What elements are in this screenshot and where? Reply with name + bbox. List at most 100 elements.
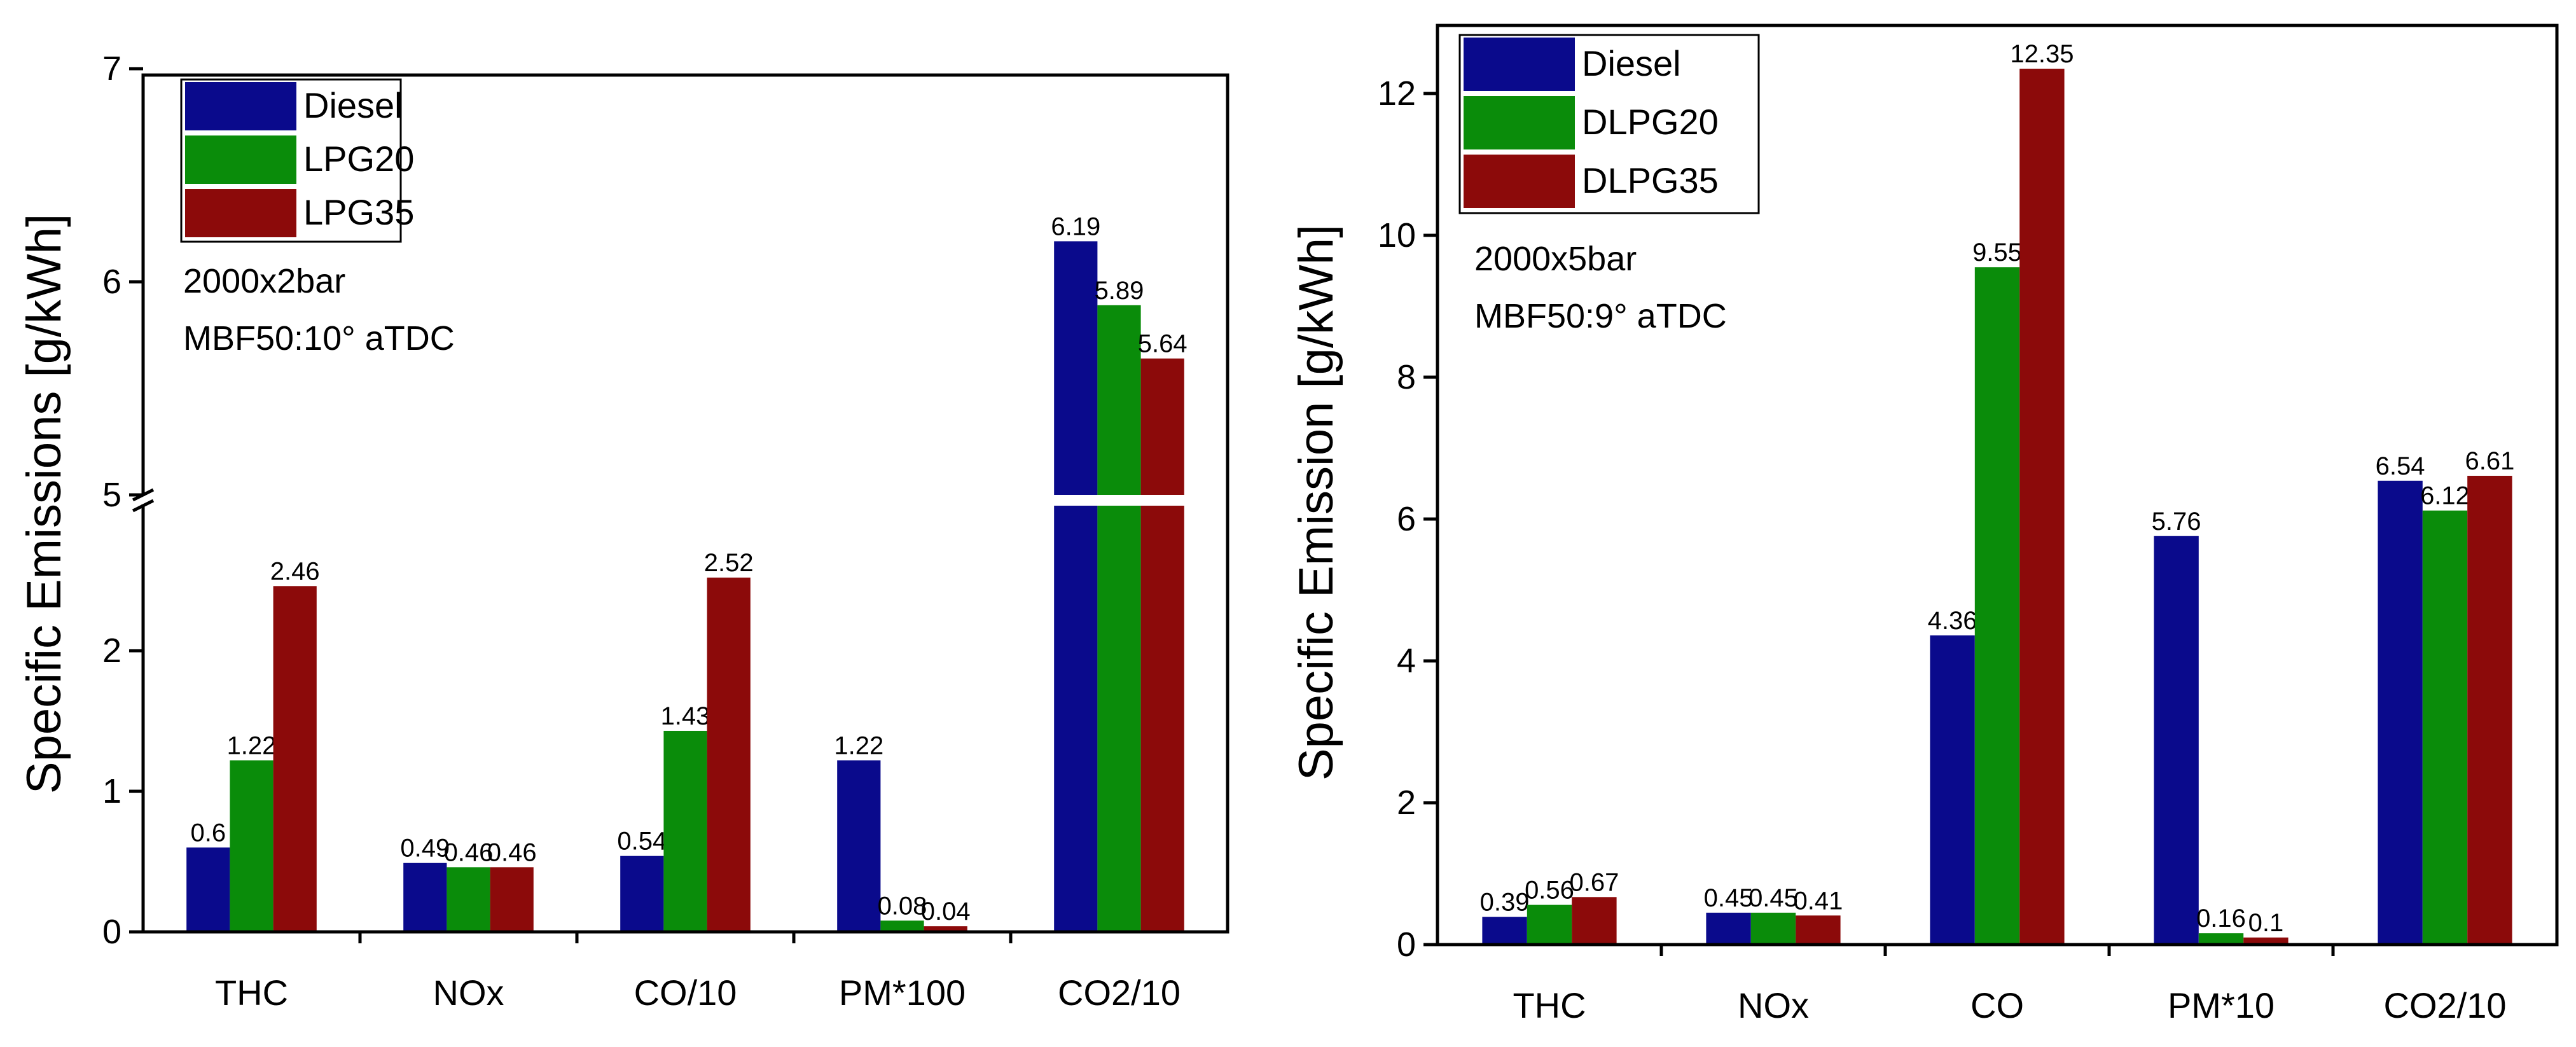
y-tick-label: 7 [102, 50, 121, 88]
plot-frame [1436, 24, 2559, 946]
data-label: 5.76 [2152, 508, 2201, 536]
y-tick-label: 10 [1378, 216, 1416, 254]
bar-dlpg20-pm10 [2198, 933, 2244, 945]
data-label: 2.52 [704, 549, 754, 577]
legend-swatch-diesel [1464, 38, 1575, 91]
bar-lpg35-thc [273, 586, 317, 932]
bar-dlpg35-co [2019, 68, 2065, 945]
y-tick-label: 2 [1397, 784, 1416, 822]
x-tick-label: THC [1513, 985, 1586, 1025]
legend-swatch-diesel [185, 82, 296, 130]
data-label: 1.43 [661, 702, 710, 730]
legend-swatch-lpg35 [185, 189, 296, 237]
y-tick-label: 0 [102, 913, 121, 951]
x-tick-label: THC [215, 973, 288, 1013]
legend-label-dlpg35: DLPG35 [1582, 160, 1719, 200]
axis-break-mark [132, 499, 155, 513]
data-label: 1.22 [834, 732, 883, 759]
x-tick-label: NOx [1738, 985, 1809, 1025]
data-label: 0.67 [1569, 868, 1619, 896]
data-label: 0.16 [2196, 905, 2246, 933]
legend-swatch-lpg20 [185, 135, 296, 184]
legend-label-diesel: Diesel [1582, 43, 1681, 83]
bar-dlpg35-co210 [2467, 475, 2512, 945]
bar-lpg20-thc [230, 760, 274, 932]
bar-diesel-thc [186, 847, 230, 932]
legend-label-dlpg20: DLPG20 [1582, 102, 1719, 142]
bar-dlpg20-thc [1527, 905, 1572, 945]
y-tick-label: 8 [1397, 358, 1416, 396]
data-label: 0.45 [1704, 884, 1754, 912]
legend: Diesel DLPG20 DLPG35 [1458, 34, 1760, 214]
bar-diesel-thc [1482, 917, 1527, 945]
x-tick-label: CO [1970, 985, 2024, 1025]
legend-label-diesel: Diesel [303, 85, 403, 125]
bar-dlpg20-co210 [2422, 510, 2468, 945]
x-tick-label: PM*100 [839, 973, 966, 1013]
bar-lpg20-pm100 [880, 920, 924, 932]
annotation-condition: 2000x5bar [1474, 240, 1637, 278]
data-label: 5.89 [1095, 277, 1144, 305]
data-label: 0.1 [2248, 909, 2284, 937]
bar-lpg35-nox [490, 867, 534, 932]
bar-diesel-co210 [2378, 480, 2423, 945]
y-tick-label: 5 [102, 476, 121, 514]
data-label: 5.64 [1138, 330, 1188, 358]
legend: Diesel LPG20 LPG35 [180, 78, 414, 243]
bar-diesel-co [1930, 635, 1975, 945]
bar-lpg20-co210 [1097, 305, 1141, 933]
data-label: 4.36 [1928, 607, 1977, 635]
data-label: 6.12 [2420, 482, 2470, 510]
y-tick-label: 6 [1397, 500, 1416, 538]
data-label: 0.41 [1793, 887, 1843, 915]
y-axis-title: Specific Emissions [g/kWh] [17, 214, 71, 794]
data-label: 0.46 [487, 838, 537, 866]
bar-lpg35-co210 [1140, 358, 1184, 932]
bar-dlpg35-nox [1796, 915, 1841, 945]
data-label: 0.49 [400, 835, 450, 863]
y-axis-title: Specific Emission [g/kWh] [1289, 225, 1343, 780]
y-tick-label: 4 [1397, 642, 1416, 680]
data-label: 0.46 [444, 838, 494, 866]
axis-break-cover [141, 496, 146, 504]
bar-lpg35-pm100 [924, 926, 967, 932]
annotation-timing: MBF50:9° aTDC [1474, 297, 1727, 335]
bar-dlpg35-pm10 [2243, 937, 2289, 945]
bar-diesel-nox [403, 863, 447, 932]
bar-diesel-nox [1706, 912, 1751, 945]
bar-dlpg35-thc [1572, 897, 1617, 945]
legend-label-lpg35: LPG35 [303, 192, 414, 232]
bar-dlpg20-nox [1750, 912, 1796, 945]
data-label: 0.39 [1480, 889, 1530, 917]
legend-swatch-dlpg35 [1464, 155, 1575, 208]
data-label: 0.54 [617, 828, 667, 856]
y-tick-label: 0 [1397, 926, 1416, 964]
y-tick-label: 6 [102, 263, 121, 301]
chart-panel-1: 0.61.222.46THC0.490.460.46NOx0.541.432.5… [17, 50, 1229, 1013]
bar-diesel-pm100 [837, 760, 881, 932]
annotation-condition: 2000x2bar [183, 262, 345, 300]
bar-diesel-pm10 [2154, 536, 2199, 945]
y-tick-label: 1 [102, 772, 121, 810]
bar-diesel-co210 [1054, 241, 1098, 933]
data-label: 6.19 [1051, 212, 1100, 240]
y-tick-label: 12 [1378, 74, 1416, 113]
x-tick-label: PM*10 [2168, 985, 2275, 1025]
x-tick-label: NOx [433, 973, 504, 1013]
data-label: 0.56 [1525, 877, 1574, 905]
bar-diesel-co10 [620, 856, 664, 932]
axis-break-gap [145, 495, 1226, 506]
x-tick-label: CO2/10 [1058, 973, 1181, 1013]
legend-label-lpg20: LPG20 [303, 139, 414, 179]
data-label: 9.55 [1972, 239, 2022, 267]
data-label: 0.08 [878, 892, 927, 920]
annotation-timing: MBF50:10° aTDC [183, 319, 455, 357]
data-label: 6.54 [2376, 452, 2425, 480]
data-label: 6.61 [2465, 447, 2514, 475]
data-label: 1.22 [227, 732, 277, 759]
data-label: 0.04 [921, 898, 971, 926]
bar-dlpg20-co [1974, 267, 2020, 945]
bar-lpg20-co10 [663, 730, 707, 932]
data-label: 0.45 [1748, 884, 1798, 912]
